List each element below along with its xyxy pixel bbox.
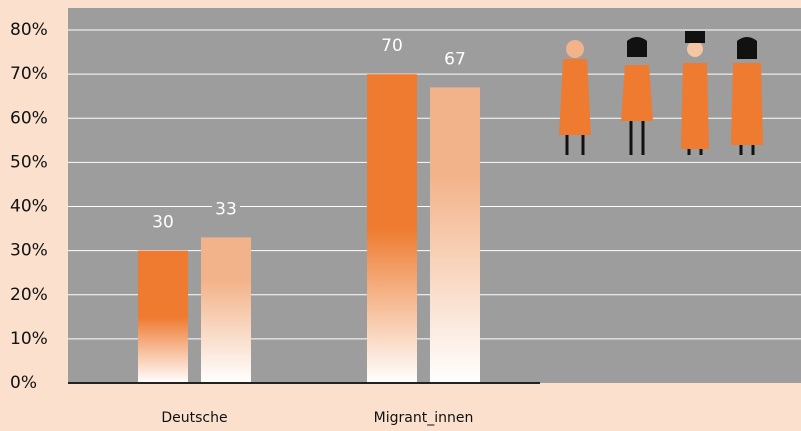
value-label: 70 [381, 36, 403, 56]
y-tick-label: 20% [10, 285, 48, 305]
y-tick-label: 50% [10, 152, 48, 172]
y-tick-label: 60% [10, 108, 48, 128]
y-tick-label: 30% [10, 241, 48, 261]
value-label: 33 [215, 199, 237, 219]
y-tick-label: 70% [10, 64, 48, 84]
y-tick-label: 80% [10, 20, 48, 40]
y-tick-label: 40% [10, 197, 48, 217]
value-label: 30 [152, 213, 174, 233]
x-tick-label: Migrant_innen [374, 410, 474, 426]
bar [201, 237, 251, 383]
bar [430, 87, 480, 383]
y-tick-label: 0% [10, 373, 37, 393]
bar [367, 74, 417, 383]
value-label: 67 [444, 49, 466, 69]
x-tick-label: Deutsche [161, 410, 227, 426]
bar [138, 251, 188, 383]
chart: 30 33 70 67 0% 10% 20% 30% 40% 50% 60% 70% 80% Deuts… [0, 0, 801, 431]
y-tick-label: 10% [10, 329, 48, 349]
